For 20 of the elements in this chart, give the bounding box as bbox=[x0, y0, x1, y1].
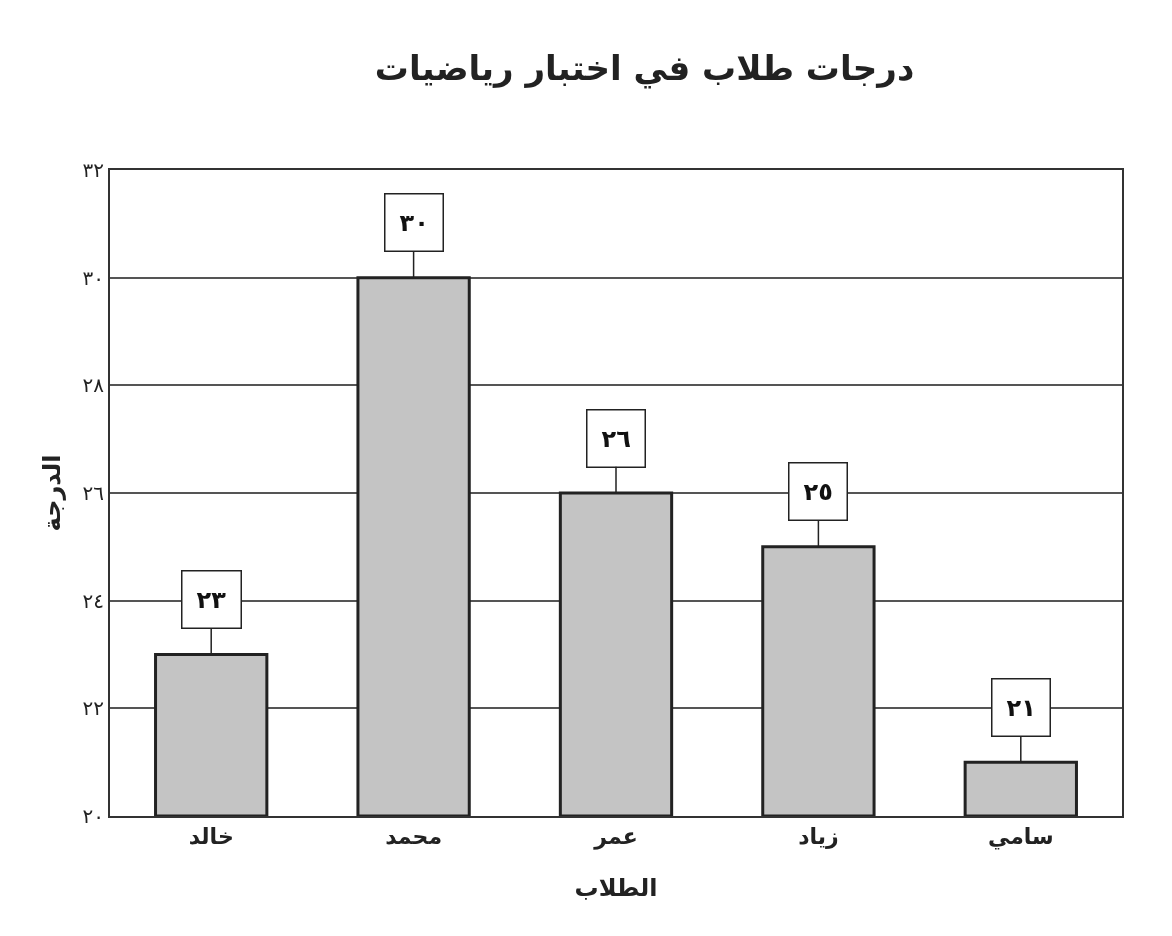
x-axis-title: الطلاب bbox=[574, 874, 658, 903]
data-label: ٢٦ bbox=[601, 424, 631, 453]
chart-title: درجات طلاب في اختبار رياضيات bbox=[374, 47, 915, 89]
y-tick-label: ٢٦ bbox=[82, 481, 104, 505]
x-tick-label: سامي bbox=[987, 824, 1054, 851]
data-label: ٣٠ bbox=[399, 208, 429, 237]
x-tick-label: زياد bbox=[798, 824, 839, 850]
data-label: ٢٥ bbox=[803, 477, 833, 506]
y-tick-label: ٣٠ bbox=[82, 265, 104, 290]
x-tick-label: محمد bbox=[385, 824, 443, 850]
x-tick-label: عمر bbox=[593, 824, 638, 851]
y-tick-label: ٣٢ bbox=[82, 158, 104, 182]
x-tick-label: خالد bbox=[188, 824, 234, 850]
y-tick-label: ٢٤ bbox=[82, 588, 104, 613]
y-tick-label: ٢٠ bbox=[82, 804, 104, 828]
y-axis-title: الدرجة bbox=[38, 454, 67, 532]
y-tick-label: ٢٢ bbox=[82, 696, 104, 721]
data-label: ٢٣ bbox=[196, 585, 227, 614]
data-label: ٢١ bbox=[1006, 693, 1036, 722]
y-tick-label: ٢٨ bbox=[82, 373, 105, 398]
